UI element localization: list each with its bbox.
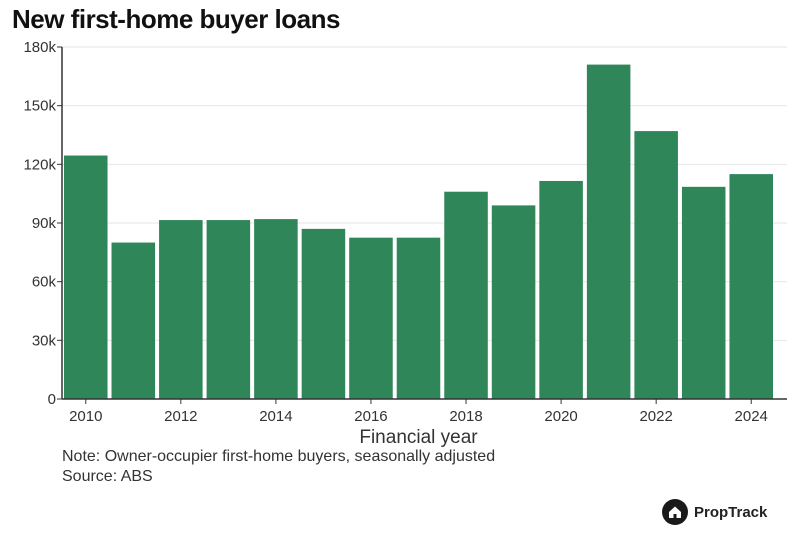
chart-title: New first-home buyer loans [12, 4, 340, 34]
x-tick-label: 2024 [735, 408, 768, 425]
x-tick-label: 2020 [544, 408, 577, 425]
bar-2013 [206, 220, 251, 399]
x-tick-label: 2012 [164, 408, 197, 425]
bar-2012 [159, 220, 203, 399]
bar-2010 [64, 155, 108, 399]
bar-2014 [254, 219, 298, 399]
house-icon [662, 499, 688, 525]
bar-2023 [681, 186, 726, 399]
y-tick-label: 0 [48, 391, 56, 408]
proptrack-logo: PropTrack [662, 499, 767, 525]
y-tick-label: 180k [23, 39, 56, 56]
bar-2011 [111, 242, 156, 399]
y-tick-label: 150k [23, 98, 56, 115]
bar-2022 [634, 131, 678, 400]
y-tick-label: 30k [32, 332, 57, 349]
y-tick-label: 120k [23, 156, 56, 173]
chart-source: Source: ABS [62, 468, 153, 485]
bar-2021 [586, 64, 631, 399]
x-tick-label: 2014 [259, 408, 292, 425]
x-axis-title: Financial year [359, 427, 478, 448]
bar-2019 [491, 205, 536, 399]
x-tick-label: 2010 [69, 408, 102, 425]
x-tick-label: 2016 [354, 408, 387, 425]
x-tick-label: 2018 [449, 408, 482, 425]
bar-2024 [729, 174, 773, 399]
bar-2015 [301, 228, 346, 399]
y-tick-label: 90k [32, 215, 57, 232]
x-tick-label: 2022 [639, 408, 672, 425]
chart-note: Note: Owner-occupier first-home buyers, … [62, 448, 496, 465]
bar-2018 [444, 191, 488, 399]
y-tick-label: 60k [32, 274, 57, 291]
bar-2017 [396, 237, 441, 399]
brand-name: PropTrack [694, 503, 768, 521]
bar-2016 [349, 237, 393, 399]
bar-2020 [539, 180, 583, 399]
